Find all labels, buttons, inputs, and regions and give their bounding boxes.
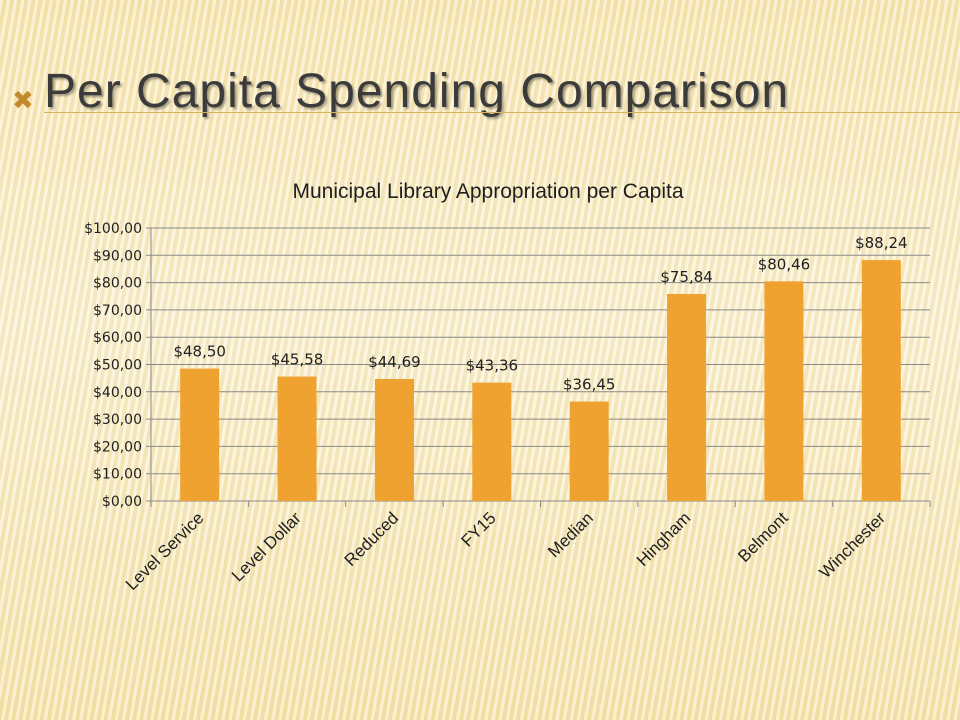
page-title: Per Capita Spending Comparison <box>44 65 790 118</box>
data-label: $80,46 <box>758 255 811 273</box>
bar <box>764 281 804 501</box>
data-label: $45,58 <box>271 351 324 369</box>
gridlines <box>146 227 930 502</box>
data-label: $36,45 <box>563 375 616 393</box>
x-tick-label: FY15 <box>457 508 499 550</box>
data-label: $48,50 <box>173 343 226 361</box>
y-tick-label: $20,00 <box>93 439 142 455</box>
x-tick-label: Reduced <box>341 508 403 570</box>
y-tick-label: $80,00 <box>93 276 142 292</box>
data-labels: $48,50 $45,58 $44,69 $43,36 $36,45 $75,84 $80,… <box>173 234 907 393</box>
chart-title: Municipal Library Appropriation per Capi… <box>292 180 683 203</box>
data-label: $43,36 <box>466 357 519 375</box>
x-tick-label: Level Dollar <box>228 508 305 585</box>
x-tick-label: Winchester <box>816 508 890 582</box>
y-tick-label: $60,00 <box>93 330 142 346</box>
x-tick-label: Median <box>544 508 597 561</box>
bar <box>472 382 512 501</box>
bar <box>861 260 901 501</box>
y-tick-label: $0,00 <box>102 494 142 510</box>
data-label: $44,69 <box>368 353 421 371</box>
title-bullet-icon: ✖ <box>12 86 34 116</box>
data-label: $75,84 <box>660 268 713 286</box>
bar <box>277 376 317 501</box>
bar <box>667 293 707 501</box>
y-axis: $0,00 $10,00 $20,00 $30,00 $40,00 $50,00 $60,0… <box>84 221 152 510</box>
y-tick-label: $40,00 <box>93 385 142 401</box>
x-tick-label: Hingham <box>633 508 695 570</box>
title-underline <box>44 112 960 113</box>
y-tick-label: $70,00 <box>93 303 142 319</box>
x-tick-label: Level Service <box>122 508 208 594</box>
bars <box>180 260 901 501</box>
y-tick-label: $50,00 <box>93 358 142 374</box>
bar <box>374 378 414 501</box>
y-tick-label: $10,00 <box>93 467 142 483</box>
bar <box>180 368 220 501</box>
data-label: $88,24 <box>855 234 908 252</box>
x-axis: Level Service Level Dollar Reduced FY15 Medi… <box>122 501 931 594</box>
y-tick-label: $30,00 <box>93 412 142 428</box>
bar <box>569 401 609 501</box>
y-tick-label: $100,00 <box>84 221 142 237</box>
x-tick-label: Belmont <box>734 508 792 566</box>
y-tick-label: $90,00 <box>93 248 142 264</box>
